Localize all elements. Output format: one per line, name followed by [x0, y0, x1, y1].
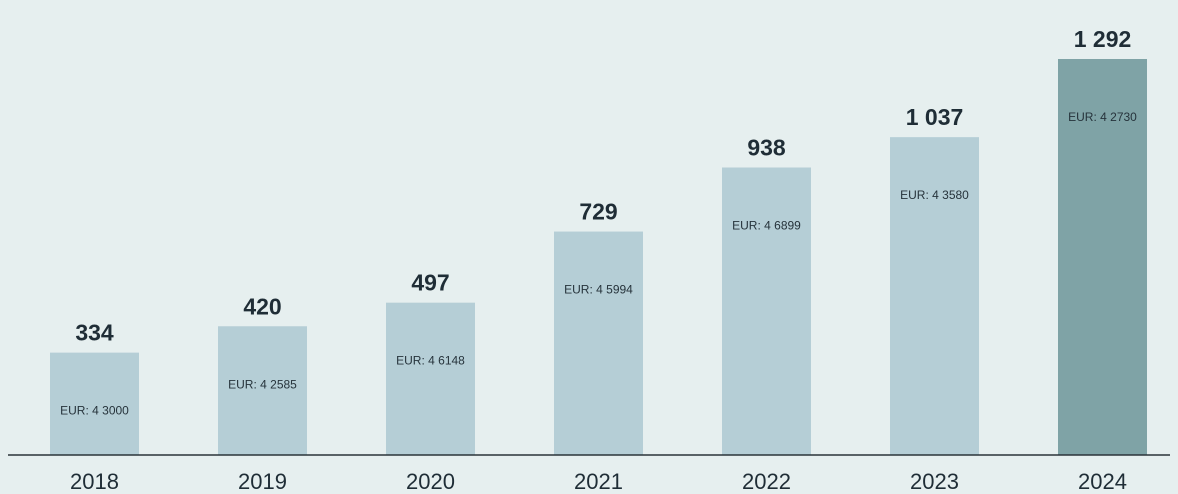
- data-label-2023: 1 037: [906, 104, 964, 130]
- x-tick-label-2021: 2021: [574, 469, 623, 494]
- bar-2024: [1058, 59, 1147, 455]
- bar-note-2023: EUR: 4 3580: [900, 188, 969, 202]
- bar-2019: [218, 326, 307, 455]
- x-tick-label-2019: 2019: [238, 469, 287, 494]
- x-tick-label-2023: 2023: [910, 469, 959, 494]
- bar-note-2024: EUR: 4 2730: [1068, 110, 1137, 124]
- bar-2022: [722, 167, 811, 456]
- data-label-2020: 497: [411, 270, 449, 296]
- bar-note-2021: EUR: 4 5994: [564, 283, 633, 297]
- data-label-2019: 420: [243, 293, 281, 319]
- x-tick-label-2022: 2022: [742, 469, 791, 494]
- bar-2023: [890, 137, 979, 455]
- x-tick-label-2020: 2020: [406, 469, 455, 494]
- bar-2018: [50, 352, 139, 455]
- data-label-2018: 334: [75, 320, 114, 346]
- bar-note-2020: EUR: 4 6148: [396, 354, 465, 368]
- bar-note-2019: EUR: 4 2585: [228, 377, 297, 391]
- data-label-2021: 729: [579, 199, 617, 225]
- x-tick-label-2018: 2018: [70, 469, 119, 494]
- bar-note-2018: EUR: 4 3000: [60, 404, 129, 418]
- bar-2020: [386, 302, 475, 455]
- bar-note-2022: EUR: 4 6899: [732, 219, 801, 233]
- data-label-2022: 938: [747, 135, 786, 161]
- x-tick-label-2024: 2024: [1078, 469, 1127, 494]
- bar-2021: [554, 231, 643, 455]
- data-label-2024: 1 292: [1074, 26, 1132, 52]
